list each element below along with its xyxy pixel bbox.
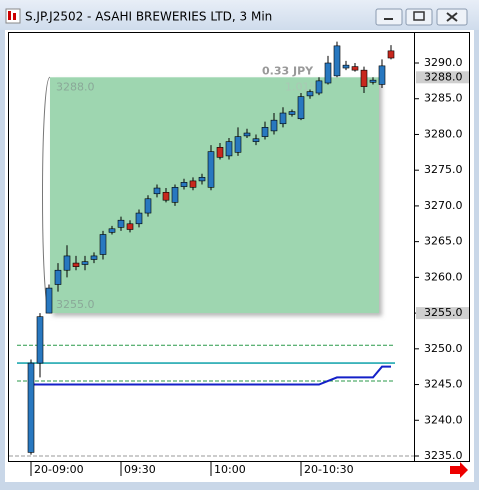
candle-body [162,192,170,201]
candle-body [45,287,53,314]
close-button[interactable] [436,8,468,26]
candle-body [207,151,215,188]
candle-body [117,219,125,228]
candle-body [324,62,332,84]
indicator-line [31,365,391,386]
candle-body [270,119,278,132]
measure-percent: 1.01% [285,80,320,93]
y-tick-label: 3245.0 [424,378,463,391]
candle-body [279,112,287,125]
candle-body [369,79,377,83]
measure-bottom-label: 3255.0 [56,298,95,311]
candle-body [99,234,107,255]
scroll-arrow[interactable] [450,462,468,478]
x-tick-label: 09:30 [124,463,156,476]
y-tick-label: 3270.0 [424,199,463,212]
candle-body [252,138,260,142]
candle-body [288,111,296,115]
candle-body [261,127,269,137]
candle-body [153,187,161,195]
y-tick-label: 3275.0 [424,163,463,176]
candle-body [144,198,152,214]
candle-body [351,66,359,71]
candle-body [243,132,251,137]
y-tick-label: 3290.0 [424,56,463,69]
x-tick-label: 20-09:00 [34,463,84,476]
measure-top-label: 3288.0 [56,80,95,93]
y-tick-label: 3280.0 [424,127,463,140]
window-title: S.JP.J2502 - ASAHI BREWERIES LTD, 3 Min [25,10,272,24]
candle-body [63,255,71,271]
candle-body [333,45,341,77]
candle-body [72,262,80,267]
candle-body [90,255,98,260]
measure-box [50,77,379,314]
candle-body [225,141,233,157]
maximize-button[interactable] [405,8,433,26]
candle-body [54,269,62,285]
price-tag-label: 3288.0 [424,70,463,83]
candle-body [135,212,143,225]
candle-body [234,136,242,153]
price-tag-label: 3255.0 [424,306,463,319]
candle-body [378,65,386,85]
y-tick-label: 3285.0 [424,92,463,105]
candle-body [108,228,116,233]
price-tag [416,307,469,320]
candle-body [171,187,179,203]
candle-body [306,91,314,97]
y-tick-label: 3235.0 [424,449,463,462]
candle-body [297,96,305,120]
minimize-button[interactable] [375,8,403,26]
y-tick-label: 3240.0 [424,413,463,426]
candle-body [81,261,89,265]
candle-body [387,50,395,59]
candle-body [216,147,224,158]
price-tag [416,71,469,84]
x-tick-label: 10:00 [214,463,246,476]
axes: 3235.0 3240.0 3245.0 3250.0 3255.0 3260.0 3265… [30,56,469,476]
measure-change: 0.33 JPY [262,64,314,77]
candle-body [126,223,134,230]
app-icon [5,8,21,24]
candle-body [189,180,197,188]
x-tick-label: 20-10:30 [304,463,354,476]
candle-body [36,316,44,364]
candle-body [342,64,350,69]
price-axis [414,32,470,462]
candle-body [360,69,368,87]
candle-body [27,362,35,453]
y-tick-label: 3265.0 [424,235,463,248]
plot: 3288.0 3255.0 0.33 JPY 1.01% [9,41,414,457]
y-tick-label: 3260.0 [424,270,463,283]
candle-body [315,80,323,94]
candle-body [180,182,188,187]
candle-body [198,177,206,182]
y-tick-label: 3250.0 [424,342,463,355]
